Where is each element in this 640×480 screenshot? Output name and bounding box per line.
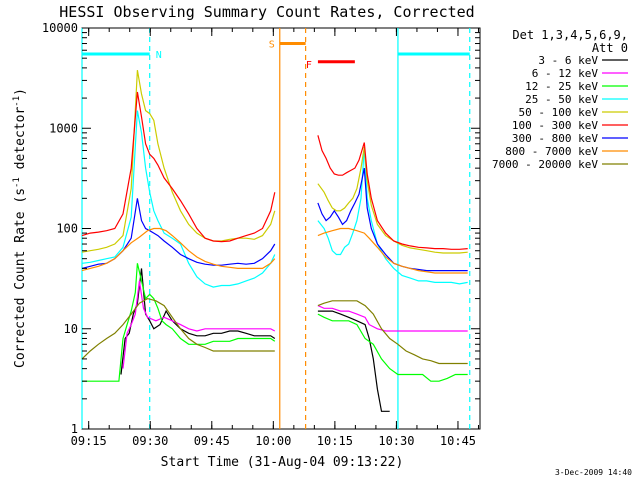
series-line bbox=[81, 91, 276, 243]
plot-area: NSF 09:15 09:30 09:45 10:00 10:15 10:30 10:45 … bbox=[42, 21, 481, 448]
y-tick-label: 100 bbox=[56, 222, 78, 236]
series-4 bbox=[81, 69, 468, 254]
date-stamp: 3-Dec-2009 14:40 bbox=[555, 468, 632, 477]
legend-item: 7000 - 20000 keV bbox=[492, 158, 628, 171]
series-line bbox=[81, 69, 276, 253]
y-axis-label-sup1: -1 bbox=[12, 177, 22, 188]
orbit-annotations: N S F bbox=[82, 40, 470, 71]
x-tick-label: 09:45 bbox=[194, 434, 230, 448]
series-line bbox=[317, 146, 468, 285]
legend-item: 300 - 800 keV bbox=[512, 132, 628, 145]
legend-item: 3 - 6 keV bbox=[538, 54, 628, 67]
legend-item: 6 - 12 keV bbox=[532, 67, 628, 80]
legend-label: 12 - 25 keV bbox=[525, 80, 598, 93]
legend-item: 800 - 7000 keV bbox=[505, 145, 628, 158]
series-line bbox=[122, 280, 276, 369]
y-axis-label-main: Corrected Count Rate (s bbox=[13, 188, 28, 368]
series-line bbox=[317, 305, 468, 332]
y-axis-label-mid: detector bbox=[13, 107, 28, 178]
legend-label: 7000 - 20000 keV bbox=[492, 158, 598, 171]
legend-label: 800 - 7000 keV bbox=[505, 145, 598, 158]
legend-item: 12 - 25 keV bbox=[525, 80, 628, 93]
series-7 bbox=[81, 227, 468, 274]
series-line bbox=[317, 135, 468, 250]
legend-label: 6 - 12 keV bbox=[532, 67, 599, 80]
y-axis-label-end: ) bbox=[13, 88, 28, 96]
series-line bbox=[317, 310, 390, 412]
y-tick-label: 1 bbox=[71, 422, 78, 436]
flare-bar-label: F bbox=[306, 60, 312, 71]
legend-attenuator: Att 0 bbox=[592, 41, 628, 55]
y-tick-label: 1000 bbox=[49, 121, 78, 135]
y-tick-label: 10000 bbox=[42, 21, 78, 35]
series-line bbox=[317, 313, 468, 382]
legend-label: 3 - 6 keV bbox=[538, 54, 598, 67]
series-2 bbox=[82, 263, 468, 382]
legend-label: 100 - 300 keV bbox=[512, 119, 598, 132]
y-tick-label: 10 bbox=[64, 322, 78, 336]
legend-label: 25 - 50 keV bbox=[525, 93, 598, 106]
legend-item: 50 - 100 keV bbox=[519, 106, 628, 119]
series-line bbox=[81, 227, 276, 272]
orbit-event-lines bbox=[81, 28, 471, 429]
legend-label: 300 - 800 keV bbox=[512, 132, 598, 145]
x-tick-label: 09:30 bbox=[132, 434, 168, 448]
series-lines bbox=[81, 69, 468, 412]
series-line bbox=[317, 146, 468, 254]
legend-item: 100 - 300 keV bbox=[512, 119, 628, 132]
x-tick-label: 10:30 bbox=[378, 434, 414, 448]
y-axis-label-sup2: -1 bbox=[12, 96, 22, 107]
y-axis-label: Corrected Count Rate (s-1 detector-1) bbox=[12, 88, 28, 368]
x-tick-label: 10:45 bbox=[440, 434, 476, 448]
series-line bbox=[81, 110, 276, 288]
x-axis-ticks: 09:15 09:30 09:45 10:00 10:15 10:30 10:45 bbox=[71, 28, 479, 448]
night-bar-label: N bbox=[156, 50, 162, 61]
series-3 bbox=[81, 110, 468, 288]
series-5 bbox=[81, 91, 468, 250]
x-tick-label: 09:15 bbox=[71, 434, 107, 448]
y-axis-ticks: 1 10 100 1000 10000 bbox=[42, 21, 480, 436]
chart-title: HESSI Observing Summary Count Rates, Cor… bbox=[59, 3, 474, 21]
x-axis-label: Start Time (31-Aug-04 09:13:22) bbox=[161, 455, 404, 470]
legend-item: 25 - 50 keV bbox=[525, 93, 628, 106]
series-1 bbox=[122, 280, 468, 369]
series-line bbox=[81, 297, 275, 360]
saa-bar-label: S bbox=[269, 40, 275, 51]
legend-label: 50 - 100 keV bbox=[519, 106, 599, 119]
series-line bbox=[317, 227, 468, 274]
legend-detectors: Det 1,3,4,5,6,9, bbox=[512, 28, 628, 42]
series-line bbox=[82, 263, 276, 382]
series-line bbox=[317, 300, 468, 365]
x-tick-label: 10:15 bbox=[317, 434, 353, 448]
series-8 bbox=[81, 297, 468, 365]
x-tick-label: 10:00 bbox=[255, 434, 291, 448]
series-line bbox=[317, 167, 468, 272]
